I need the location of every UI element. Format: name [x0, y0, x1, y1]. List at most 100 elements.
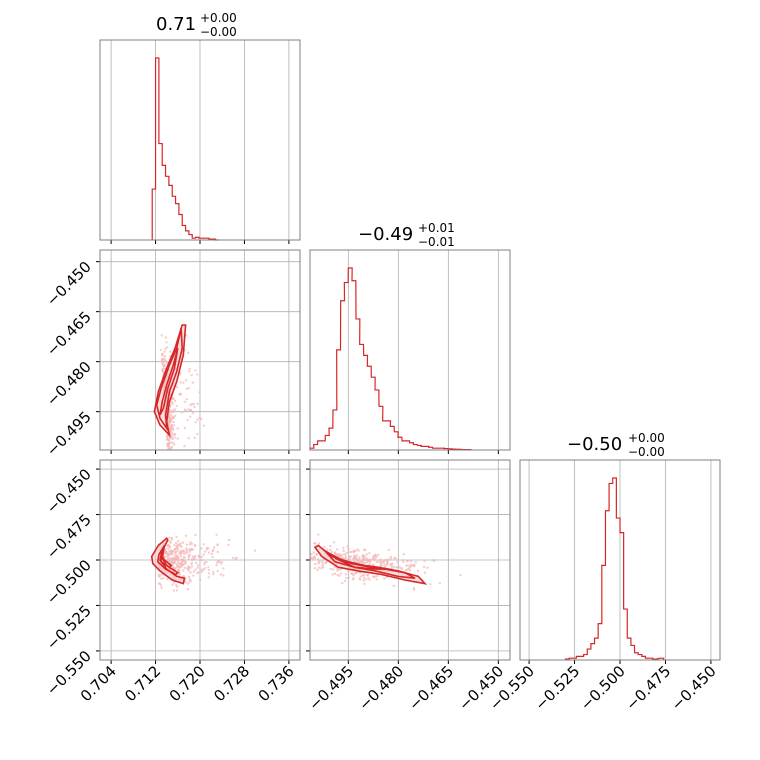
sample-point [170, 424, 173, 427]
sample-point [347, 576, 351, 579]
sample-point [207, 572, 211, 575]
sample-point [185, 550, 188, 553]
panel-joint-1-0-frame [99, 249, 301, 451]
sample-point [174, 553, 177, 556]
sample-point [343, 553, 346, 556]
sample-point [344, 556, 347, 559]
sample-point [200, 558, 204, 562]
y-tick-label-param-1: −0.465 [43, 308, 95, 360]
sample-point [198, 391, 201, 394]
sample-point [207, 568, 210, 572]
panel-1-title-value: −0.49 [358, 224, 413, 245]
y-tick-label-param-2: −0.450 [43, 465, 95, 517]
sample-point [191, 381, 195, 384]
sample-point [193, 543, 197, 547]
sample-point [333, 572, 337, 575]
density-contour [160, 551, 173, 569]
sample-point [164, 549, 167, 553]
sample-point [352, 558, 355, 561]
sample-point [172, 416, 175, 420]
sample-point [175, 535, 178, 538]
sample-point [180, 549, 183, 552]
sample-point [162, 370, 165, 374]
sample-point [188, 550, 191, 553]
sample-point [366, 573, 370, 577]
sample-point [193, 557, 197, 561]
sample-point [187, 556, 190, 559]
panel-2-title-lower: −0.00 [628, 445, 665, 459]
sample-point [200, 417, 203, 421]
sample-point [312, 541, 316, 545]
sample-point [188, 548, 191, 552]
sample-point [192, 411, 195, 415]
sample-point [166, 577, 169, 581]
sample-point [332, 568, 335, 571]
x-tick-label-param-2: −0.475 [622, 662, 674, 714]
sample-point [339, 568, 342, 571]
panel-diag-1: −0.49 +0.01 −0.01 [309, 221, 511, 454]
sample-point [184, 379, 188, 382]
sample-point [179, 381, 182, 384]
sample-point [212, 570, 215, 573]
sample-point [186, 351, 190, 354]
sample-point [374, 557, 377, 560]
sample-point [171, 583, 174, 586]
sample-point [168, 549, 171, 553]
sample-point [408, 569, 411, 572]
panel-joint-2-1-frame [309, 459, 511, 661]
sample-point [331, 573, 334, 576]
sample-point [216, 569, 219, 573]
sample-point [345, 551, 348, 554]
sample-point [181, 541, 185, 544]
sample-point [216, 544, 219, 547]
sample-point [190, 542, 194, 545]
sample-point [216, 561, 219, 564]
sample-point [372, 576, 376, 579]
sample-point [170, 441, 173, 444]
sample-point [168, 536, 171, 539]
sample-point [169, 420, 172, 424]
sample-point [183, 556, 186, 559]
sample-point [390, 564, 394, 568]
sample-point [321, 564, 324, 567]
sample-point [387, 548, 390, 552]
sample-point [200, 570, 203, 573]
sample-point [222, 567, 225, 570]
sample-point [394, 557, 397, 560]
sample-point [172, 589, 175, 592]
sample-point [196, 563, 200, 567]
sample-point [159, 584, 163, 587]
sample-point [197, 571, 200, 574]
sample-point [175, 556, 179, 559]
sample-point [407, 564, 410, 567]
sample-point [231, 556, 235, 560]
sample-point [203, 567, 207, 570]
sample-point [400, 567, 404, 570]
sample-point [329, 544, 332, 548]
x-tick-label-param-1: −0.495 [305, 662, 357, 714]
sample-point [172, 397, 175, 401]
y-tick-label-param-2: −0.475 [43, 511, 95, 563]
panel-0-title-lower: −0.00 [200, 25, 237, 39]
sample-point [350, 572, 353, 575]
sample-point [190, 562, 193, 565]
sample-point [166, 442, 169, 446]
sample-point [368, 551, 371, 555]
sample-point [316, 558, 319, 561]
sample-point [186, 587, 190, 591]
panel-joint-2-0-frame [99, 459, 301, 661]
sample-point [313, 555, 316, 558]
sample-point [358, 556, 361, 559]
sample-point [348, 558, 351, 562]
sample-point [168, 416, 171, 419]
sample-point [184, 409, 188, 412]
sample-point [321, 560, 324, 563]
sample-point [396, 566, 399, 569]
sample-point [401, 559, 404, 562]
sample-point [166, 544, 169, 547]
sample-point [188, 367, 191, 370]
sample-point [205, 561, 208, 564]
sample-point [332, 541, 336, 544]
sample-point [335, 567, 339, 570]
